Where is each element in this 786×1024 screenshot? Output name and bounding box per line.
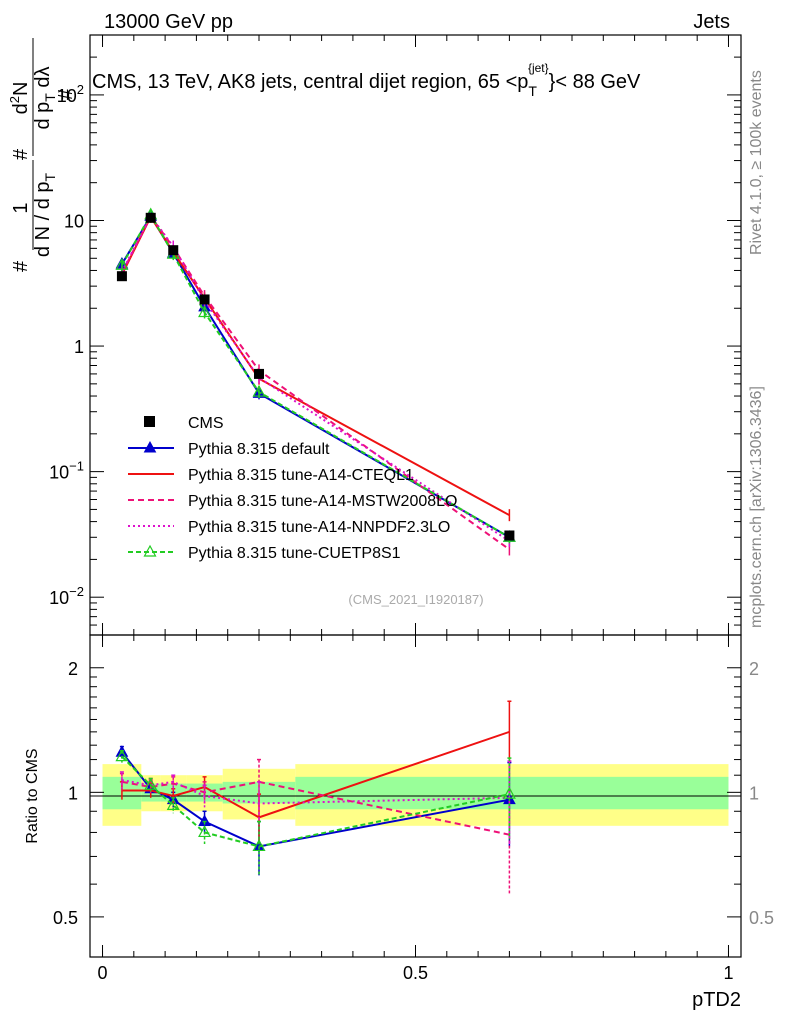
legend-marker-data xyxy=(144,416,155,427)
data-point xyxy=(168,245,179,256)
y-axis-label-top: # 1 d N / d pT # d2N d pT dλ # xyxy=(7,38,77,272)
ratio-series-marker xyxy=(252,839,266,852)
rivet-label: Rivet 4.1.0, ≥ 100k events xyxy=(748,70,765,255)
top-series-line xyxy=(121,212,510,539)
legend-label: Pythia 8.315 tune-A14-MSTW2008LO xyxy=(188,493,457,510)
ylabel-fraction-2-num: d2N xyxy=(7,82,32,115)
ratio-panel-series xyxy=(115,700,516,894)
y-axis-label-ratio: Ratio to CMS xyxy=(24,748,41,843)
data-point xyxy=(504,530,515,541)
legend-label: Pythia 8.315 tune-A14-NNPDF2.3LO xyxy=(188,519,450,536)
ylabel-hash-3: # xyxy=(55,88,77,100)
data-point xyxy=(145,212,156,223)
data-point xyxy=(116,271,127,282)
legend-marker xyxy=(143,440,157,453)
x-tick-label: 0 xyxy=(98,963,108,983)
y-tick-label: 10−2 xyxy=(49,584,84,608)
chart-title: CMS, 13 TeV, AK8 jets, central dijet reg… xyxy=(92,61,641,99)
data-point xyxy=(199,294,210,305)
ylabel-fraction-1-num: 1 xyxy=(10,202,32,213)
ratio-series-marker xyxy=(115,749,129,762)
legend-marker xyxy=(143,544,157,557)
ratio-series-line xyxy=(121,755,510,848)
data-point xyxy=(254,368,265,379)
top-series-marker xyxy=(115,258,129,270)
ratio-series-marker xyxy=(198,825,212,838)
ratio-tick-label-right: 1 xyxy=(749,783,759,803)
ratio-series-marker xyxy=(166,798,180,810)
ylabel-fraction-1-den: d N / d pT xyxy=(32,172,58,257)
legend-label-data: CMS xyxy=(188,415,224,432)
top-panel-data xyxy=(116,212,515,541)
analysis-tag: (CMS_2021_I1920187) xyxy=(348,592,483,607)
legend: CMS Pythia 8.315 default Pythia 8.315 tune… xyxy=(128,415,457,562)
ylabel-hash-1: # xyxy=(10,260,32,272)
ratio-series-line xyxy=(121,730,510,819)
legend-label: Pythia 8.315 tune-CUETP8S1 xyxy=(188,545,401,562)
x-axis-label: pTD2 xyxy=(692,989,741,1011)
axes-ticks: 0 0.5 1 10−2 10−1 1 10 102 0.5 0.5 1 1 2 2 xyxy=(49,34,774,983)
ylabel-hash-2: # xyxy=(10,148,32,160)
y-tick-label: 1 xyxy=(74,337,84,357)
ratio-tick-label: 1 xyxy=(68,783,78,803)
ratio-series-marker xyxy=(502,786,516,799)
ratio-tick-label: 0.5 xyxy=(53,908,78,928)
y-tick-label: 10 xyxy=(64,211,84,231)
top-series-line xyxy=(121,214,510,539)
ratio-series-line xyxy=(121,780,510,836)
top-series-marker xyxy=(252,384,266,397)
process-label: Jets xyxy=(693,11,730,33)
ratio-tick-label: 2 xyxy=(68,659,78,679)
x-tick-label: 0.5 xyxy=(403,963,428,983)
legend-label: Pythia 8.315 tune-A14-CTEQL1 xyxy=(188,467,414,484)
ratio-series-marker xyxy=(144,778,158,790)
ratio-tick-label-right: 0.5 xyxy=(749,908,774,928)
top-series-marker xyxy=(198,305,212,318)
energy-label: 13000 GeV pp xyxy=(104,11,233,33)
y-tick-label: 102 xyxy=(57,82,84,106)
ylabel-fraction-2-den: d pT dλ xyxy=(32,66,58,129)
x-tick-label: 1 xyxy=(723,963,733,983)
y-tick-label: 10−1 xyxy=(49,459,84,483)
mcplots-label: mcplots.cern.ch [arXiv:1306.3436] xyxy=(748,386,765,628)
legend-label: Pythia 8.315 default xyxy=(188,441,330,458)
ratio-tick-label-right: 2 xyxy=(749,659,759,679)
